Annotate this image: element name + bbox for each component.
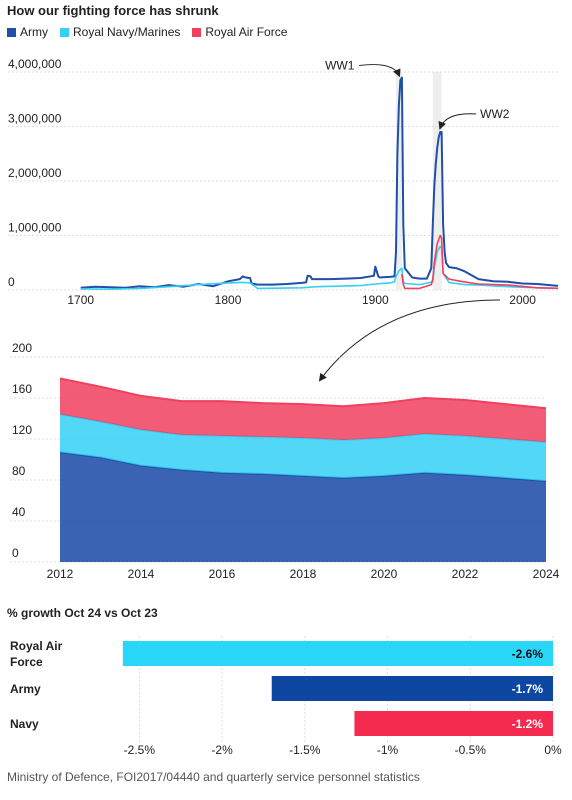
y-tick-label: 40	[12, 505, 26, 519]
y-tick-label: 3,000,000	[8, 112, 62, 126]
x-tick-label: 2000	[509, 293, 536, 307]
legend-label-raf: Royal Air Force	[205, 25, 288, 39]
bar-category-label: Army	[10, 682, 41, 696]
x-tick-label: 2014	[128, 567, 155, 581]
x-tick-label: -2.5%	[124, 743, 156, 757]
bar	[271, 676, 553, 701]
legend-label-army: Army	[20, 25, 48, 39]
annotation-ww1-arrow	[359, 64, 401, 78]
area-edge-raf	[59, 377, 547, 410]
y-tick-label: 160	[12, 382, 32, 396]
annotation-ww2: WW2	[480, 107, 510, 121]
x-tick-label: 1700	[67, 293, 94, 307]
bar-value-label: -2.6%	[512, 647, 544, 661]
bar	[122, 641, 554, 666]
source-note: Ministry of Defence, FOI2017/04440 and q…	[7, 770, 420, 784]
x-tick-label: 2012	[47, 567, 74, 581]
legend-item-raf: Royal Air Force	[192, 25, 287, 39]
y-tick-label: 200	[12, 341, 32, 355]
annotation-ww1: WW1	[325, 58, 355, 72]
y-tick-label: 0	[12, 546, 19, 560]
y-tick-label: 0	[8, 275, 15, 289]
legend-swatch-navy	[60, 27, 69, 37]
y-tick-label: 80	[12, 464, 26, 478]
x-tick-label: 2020	[371, 567, 398, 581]
detail-connector-arrow	[318, 299, 501, 382]
y-tick-label: 4,000,000	[8, 57, 62, 71]
bar	[354, 711, 553, 736]
ww1-band	[395, 72, 402, 290]
legend-label-navy: Royal Navy/Marines	[73, 25, 181, 39]
x-tick-label: 2022	[452, 567, 479, 581]
bar-value-label: -1.2%	[512, 717, 544, 731]
x-tick-label: 2016	[209, 567, 236, 581]
growth-bar-chart: -2.5% -2% -1.5% -1% -0.5% 0% -2.6% Royal Air For…	[10, 636, 562, 757]
chart-title: How our fighting force has shrunk	[7, 3, 219, 18]
stacked-area-chart: 0 40 80 120 160 200 2012 2014 2016 2018 2020 2022 20…	[10, 341, 560, 581]
line-series-army	[80, 76, 559, 289]
historical-line-chart: 0 1,000,000 2,000,000 3,000,000 4,000,000 170…	[8, 57, 559, 382]
area-series-navy	[60, 414, 546, 481]
legend-item-army: Army	[7, 25, 48, 39]
legend-swatch-army	[7, 27, 16, 37]
legend-item-navy: Royal Navy/Marines	[60, 25, 180, 39]
x-tick-label: -1%	[377, 743, 399, 757]
y-tick-label: 1,000,000	[8, 221, 62, 235]
x-tick-label: 1900	[362, 293, 389, 307]
annotation-ww2-arrow	[438, 113, 477, 130]
bar-value-label: -1.7%	[512, 682, 544, 696]
bar-category-label: Royal Air	[10, 639, 63, 653]
legend: Army Royal Navy/Marines Royal Air Force	[7, 25, 287, 39]
bar-category-label: Navy	[10, 717, 39, 731]
line-series-raf	[401, 234, 559, 290]
x-tick-label: -2%	[211, 743, 233, 757]
x-tick-label: 1800	[215, 293, 242, 307]
x-tick-label: -1.5%	[289, 743, 321, 757]
legend-swatch-raf	[192, 27, 202, 37]
area-series-raf	[60, 378, 546, 443]
x-tick-label: 0%	[544, 743, 562, 757]
y-tick-label: 120	[12, 423, 32, 437]
area-series-army	[60, 452, 546, 562]
bar-chart-title: % growth Oct 24 vs Oct 23	[7, 606, 158, 620]
x-tick-label: 2024	[533, 567, 560, 581]
bar-category-label: Force	[10, 655, 43, 669]
y-tick-label: 2,000,000	[8, 166, 62, 180]
line-series-navy	[80, 245, 559, 290]
x-tick-label: -0.5%	[455, 743, 487, 757]
x-tick-label: 2018	[290, 567, 317, 581]
